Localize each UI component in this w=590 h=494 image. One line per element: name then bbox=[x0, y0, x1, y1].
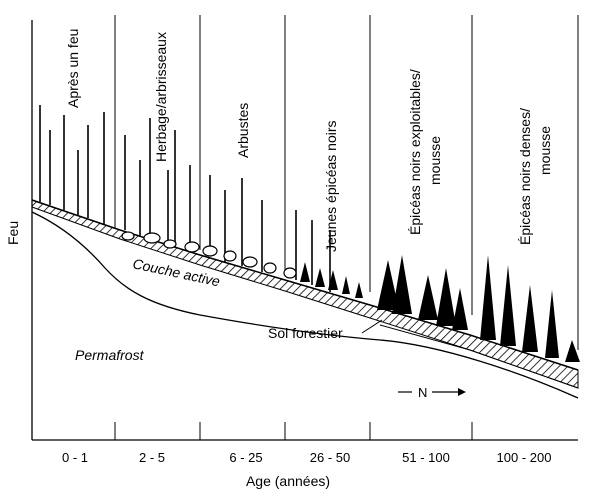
stage-label-3: Jeunes épicéas noirs bbox=[323, 120, 339, 252]
stage-label-2: Arbustes bbox=[235, 103, 251, 158]
soil-lower-line bbox=[379, 324, 579, 389]
permafrost-boundary bbox=[31, 211, 579, 399]
young-spruce bbox=[300, 262, 363, 298]
burnt-snags bbox=[39, 105, 331, 292]
mature-spruce bbox=[377, 255, 580, 362]
age-class-1: 2 - 5 bbox=[139, 450, 165, 465]
forest-soil-label: Sol forestier bbox=[268, 325, 343, 341]
north-arrow: N bbox=[398, 385, 466, 400]
stage-label-4b: mousse bbox=[427, 136, 443, 185]
permafrost-label: Permafrost bbox=[75, 347, 145, 363]
age-class-5: 100 - 200 bbox=[497, 450, 552, 465]
stage-label-1: Herbage/arbrisseaux bbox=[153, 32, 169, 162]
north-label: N bbox=[418, 385, 427, 400]
age-class-2: 6 - 25 bbox=[229, 450, 262, 465]
stage-label-4a: Épicéas noirs exploitables/ bbox=[407, 69, 423, 235]
y-axis-label: Feu bbox=[5, 221, 21, 245]
x-axis-ticks bbox=[114, 422, 473, 440]
stage-label-0: Après un feu bbox=[65, 29, 81, 108]
stage-label-5a: Épicéas noirs denses/ bbox=[517, 108, 533, 245]
age-class-4: 51 - 100 bbox=[402, 450, 450, 465]
age-class-3: 26 - 50 bbox=[310, 450, 350, 465]
age-class-0: 0 - 1 bbox=[62, 450, 88, 465]
stage-dividers bbox=[114, 15, 579, 350]
x-axis-label: Age (années) bbox=[246, 473, 330, 489]
shrubs bbox=[121, 231, 297, 279]
stage-label-5b: mousse bbox=[537, 126, 553, 175]
forest-soil-pointer bbox=[361, 319, 383, 334]
